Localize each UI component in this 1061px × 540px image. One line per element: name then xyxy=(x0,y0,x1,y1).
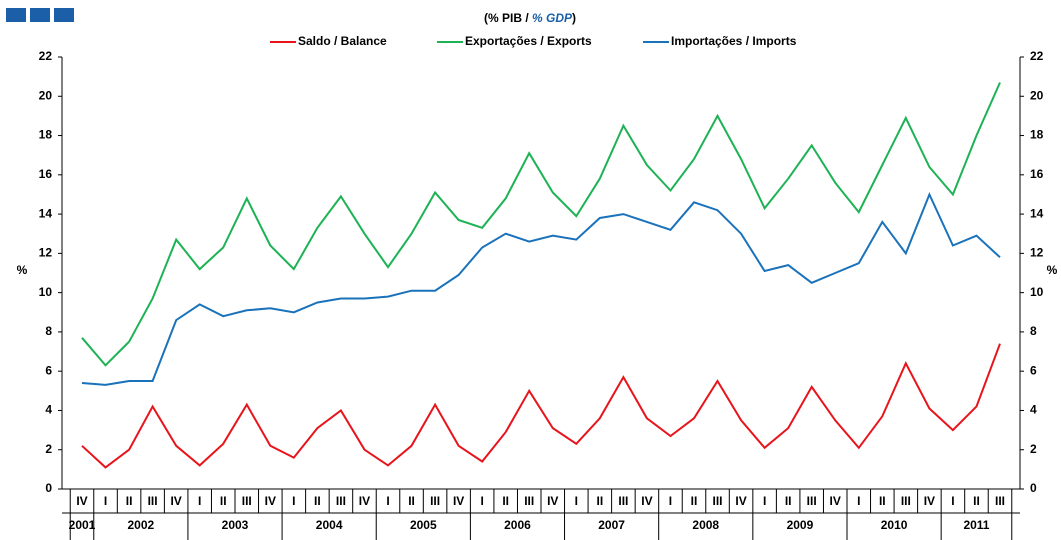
y2-tick-label: 18 xyxy=(1030,128,1044,142)
y-tick-label: 8 xyxy=(45,324,52,338)
x-tick-label: III xyxy=(713,494,723,508)
x-tick-label: IV xyxy=(547,494,558,508)
y-tick-label: 22 xyxy=(39,49,53,63)
y2-tick-label: 8 xyxy=(1030,324,1037,338)
x-tick-label: III xyxy=(901,494,911,508)
series-line xyxy=(81,82,1001,367)
x-tick-label: I xyxy=(951,494,954,508)
year-label: 2004 xyxy=(316,518,343,532)
y2-tick-label: 10 xyxy=(1030,285,1044,299)
x-tick-label: III xyxy=(524,494,534,508)
legend-label: Exportações / Exports xyxy=(465,34,592,48)
series-line xyxy=(81,343,1001,469)
y2-axis-label: % xyxy=(1047,263,1058,277)
x-tick-label: II xyxy=(314,494,321,508)
series-line xyxy=(81,191,1001,386)
year-label: 2011 xyxy=(963,518,989,532)
year-label: 2006 xyxy=(504,518,531,532)
year-label: 2003 xyxy=(222,518,249,532)
x-tick-label: I xyxy=(386,494,389,508)
x-tick-label: I xyxy=(669,494,672,508)
chart-subtitle: (% PIB / % GDP) xyxy=(484,11,576,25)
y2-tick-label: 14 xyxy=(1030,206,1044,220)
y2-tick-label: 4 xyxy=(1030,403,1037,417)
x-tick-label: I xyxy=(104,494,107,508)
x-tick-label: IV xyxy=(265,494,276,508)
y2-tick-label: 22 xyxy=(1030,49,1044,63)
x-tick-label: IV xyxy=(924,494,935,508)
y-tick-label: 20 xyxy=(39,88,53,102)
year-label: 2005 xyxy=(410,518,437,532)
x-tick-label: IV xyxy=(359,494,370,508)
x-tick-label: III xyxy=(995,494,1005,508)
x-tick-label: I xyxy=(857,494,860,508)
y-tick-label: 6 xyxy=(45,363,52,377)
x-tick-label: IV xyxy=(830,494,841,508)
x-tick-label: I xyxy=(480,494,483,508)
x-tick-label: III xyxy=(618,494,628,508)
x-tick-label: I xyxy=(763,494,766,508)
y-tick-label: 10 xyxy=(39,285,53,299)
year-label: 2007 xyxy=(598,518,625,532)
x-tick-label: IV xyxy=(641,494,652,508)
x-tick-label: II xyxy=(785,494,792,508)
year-label: 2008 xyxy=(692,518,719,532)
x-tick-label: III xyxy=(807,494,817,508)
x-tick-label: IV xyxy=(453,494,464,508)
y-tick-label: 18 xyxy=(39,128,53,142)
year-label: 2009 xyxy=(787,518,814,532)
y2-tick-label: 16 xyxy=(1030,167,1044,181)
y2-tick-label: 0 xyxy=(1030,481,1037,495)
year-label: 2002 xyxy=(127,518,154,532)
logo-block xyxy=(6,8,26,22)
y2-tick-label: 20 xyxy=(1030,88,1044,102)
x-tick-label: II xyxy=(973,494,980,508)
y-axis-label: % xyxy=(17,263,28,277)
x-tick-label: IV xyxy=(170,494,181,508)
x-tick-label: II xyxy=(879,494,886,508)
x-tick-label: III xyxy=(242,494,252,508)
y2-tick-label: 12 xyxy=(1030,246,1044,260)
x-tick-label: II xyxy=(502,494,509,508)
x-tick-label: I xyxy=(198,494,201,508)
x-tick-label: IV xyxy=(735,494,746,508)
x-tick-label: I xyxy=(575,494,578,508)
legend-label: Importações / Imports xyxy=(671,34,797,48)
y-tick-label: 4 xyxy=(45,403,52,417)
x-tick-label: III xyxy=(430,494,440,508)
x-tick-label: II xyxy=(408,494,415,508)
x-tick-label: II xyxy=(220,494,227,508)
y-tick-label: 0 xyxy=(45,481,52,495)
y-tick-label: 14 xyxy=(39,206,53,220)
x-tick-label: IV xyxy=(76,494,87,508)
logo-block xyxy=(54,8,74,22)
y-tick-label: 16 xyxy=(39,167,53,181)
y-tick-label: 2 xyxy=(45,442,52,456)
y2-tick-label: 6 xyxy=(1030,363,1037,377)
x-tick-label: III xyxy=(148,494,158,508)
x-tick-label: I xyxy=(292,494,295,508)
y-tick-label: 12 xyxy=(39,246,53,260)
x-tick-label: III xyxy=(336,494,346,508)
logo-block xyxy=(30,8,50,22)
year-label: 2010 xyxy=(881,518,908,532)
x-tick-label: II xyxy=(597,494,604,508)
x-tick-label: II xyxy=(126,494,133,508)
x-tick-label: II xyxy=(691,494,698,508)
legend-label: Saldo / Balance xyxy=(298,34,387,48)
y2-tick-label: 2 xyxy=(1030,442,1037,456)
year-label: 2001 xyxy=(69,518,96,532)
